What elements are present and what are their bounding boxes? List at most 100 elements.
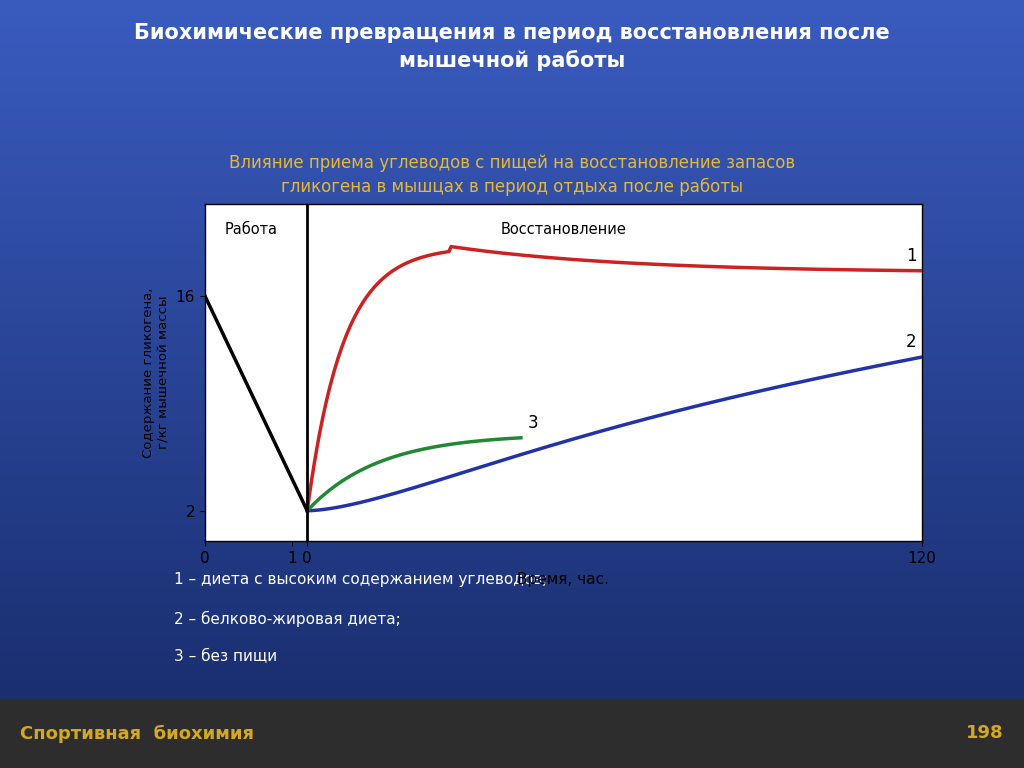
Bar xyxy=(0,615,1024,622)
Bar xyxy=(0,503,1024,510)
Bar xyxy=(0,98,1024,105)
Bar xyxy=(0,455,1024,462)
Bar xyxy=(0,601,1024,608)
Bar xyxy=(0,175,1024,182)
Bar xyxy=(0,363,1024,370)
Bar xyxy=(0,559,1024,566)
Bar xyxy=(0,531,1024,538)
Text: 2: 2 xyxy=(906,333,916,351)
Bar xyxy=(0,252,1024,259)
Bar xyxy=(0,510,1024,517)
Text: 3: 3 xyxy=(527,414,538,432)
Bar xyxy=(0,322,1024,329)
Bar xyxy=(0,650,1024,657)
Bar xyxy=(0,685,1024,692)
Text: 1 – диета с высоким содержанием углеводов;: 1 – диета с высоким содержанием углеводо… xyxy=(174,572,548,588)
Bar xyxy=(0,119,1024,126)
Text: 1: 1 xyxy=(906,247,916,265)
Bar xyxy=(0,126,1024,133)
Bar xyxy=(0,336,1024,343)
Bar xyxy=(0,517,1024,524)
Bar xyxy=(0,462,1024,468)
Bar xyxy=(0,147,1024,154)
Bar xyxy=(0,112,1024,119)
Bar xyxy=(0,84,1024,91)
Bar xyxy=(0,329,1024,336)
Text: 198: 198 xyxy=(966,724,1004,743)
Bar xyxy=(0,538,1024,545)
Bar xyxy=(0,594,1024,601)
Bar xyxy=(0,622,1024,629)
Text: 3 – без пищи: 3 – без пищи xyxy=(174,649,278,664)
Bar xyxy=(0,230,1024,237)
Bar xyxy=(0,392,1024,399)
Bar xyxy=(0,643,1024,650)
Bar xyxy=(0,14,1024,21)
Bar xyxy=(0,657,1024,664)
Bar xyxy=(0,489,1024,496)
Bar xyxy=(0,161,1024,167)
Bar xyxy=(0,419,1024,426)
Bar xyxy=(0,370,1024,377)
Bar xyxy=(0,349,1024,356)
Bar xyxy=(0,629,1024,636)
Bar xyxy=(0,273,1024,280)
Bar xyxy=(0,552,1024,559)
Bar xyxy=(0,496,1024,503)
Text: Влияние приема углеводов с пищей на восстановление запасов
гликогена в мышцах в : Влияние приема углеводов с пищей на восс… xyxy=(229,154,795,196)
Bar xyxy=(0,524,1024,531)
Bar xyxy=(0,447,1024,455)
Bar xyxy=(0,293,1024,300)
Bar xyxy=(0,182,1024,189)
X-axis label: Время, час.: Время, час. xyxy=(517,571,609,587)
Bar xyxy=(0,475,1024,482)
Text: Биохимические превращения в период восстановления после
мышечной работы: Биохимические превращения в период восст… xyxy=(134,23,890,71)
Bar xyxy=(0,399,1024,406)
Bar xyxy=(0,566,1024,573)
Bar xyxy=(0,699,1024,768)
Bar xyxy=(0,384,1024,392)
Bar xyxy=(0,406,1024,412)
Bar xyxy=(0,545,1024,552)
Bar xyxy=(0,167,1024,175)
Bar xyxy=(0,91,1024,98)
Bar xyxy=(0,0,1024,7)
Text: Восстановление: Восстановление xyxy=(501,222,626,237)
Bar xyxy=(0,636,1024,643)
Bar xyxy=(0,343,1024,349)
Bar xyxy=(0,28,1024,35)
Bar xyxy=(0,280,1024,286)
Bar xyxy=(0,608,1024,615)
Bar xyxy=(0,468,1024,475)
Bar xyxy=(0,692,1024,699)
Bar xyxy=(0,140,1024,147)
Bar xyxy=(0,223,1024,230)
Text: Работа: Работа xyxy=(224,222,278,237)
Bar xyxy=(0,678,1024,685)
Bar xyxy=(0,482,1024,489)
Bar xyxy=(0,210,1024,217)
Bar xyxy=(0,217,1024,223)
Bar xyxy=(0,664,1024,671)
Bar xyxy=(0,189,1024,196)
Bar xyxy=(0,245,1024,252)
Bar xyxy=(0,21,1024,28)
Bar xyxy=(0,63,1024,70)
Bar xyxy=(0,377,1024,384)
Bar xyxy=(0,7,1024,14)
Bar xyxy=(0,56,1024,63)
Y-axis label: Содержание гликогена,
г/кг мышечной массы: Содержание гликогена, г/кг мышечной масс… xyxy=(142,287,170,458)
Text: 2 – белково-жировая диета;: 2 – белково-жировая диета; xyxy=(174,611,400,627)
Bar xyxy=(0,77,1024,84)
Bar xyxy=(0,580,1024,587)
Bar xyxy=(0,237,1024,244)
Bar xyxy=(0,426,1024,433)
Bar xyxy=(0,307,1024,315)
Bar xyxy=(0,35,1024,42)
Bar xyxy=(0,356,1024,363)
Bar xyxy=(0,266,1024,273)
Bar xyxy=(0,286,1024,293)
Text: Спортивная  биохимия: Спортивная биохимия xyxy=(20,724,255,743)
Bar xyxy=(0,196,1024,203)
Bar xyxy=(0,587,1024,594)
